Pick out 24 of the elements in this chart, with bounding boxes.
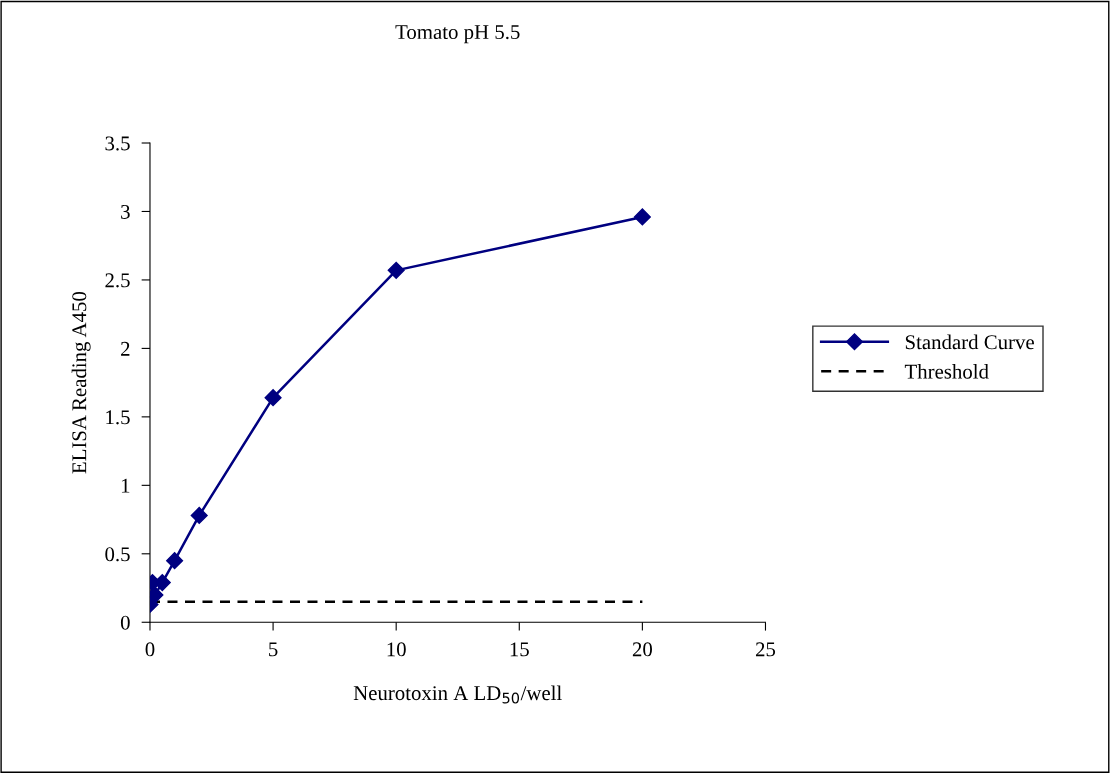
x-tick-label: 0 (145, 642, 155, 657)
x-tick-label: 5 (269, 642, 278, 657)
chart-title: Tomato pH 5.5 (395, 25, 520, 44)
point (633, 208, 651, 226)
y-axis-title: ELISA Reading A450 (71, 291, 91, 474)
y-tick-label: 1.5 (106, 410, 130, 425)
x-tick-label: 15 (510, 642, 529, 657)
point (190, 506, 208, 525)
y-tick-label: 2 (121, 341, 130, 356)
x-axis-title: Neurotoxin A LD$_{50}$/well (353, 685, 562, 704)
y-tick-label: 3.5 (105, 136, 130, 151)
y-tick-label: 0.5 (105, 547, 130, 562)
x-tick-label: 20 (632, 642, 652, 657)
x-tick-label: 10 (387, 642, 406, 657)
legend-label: Threshold (904, 364, 989, 379)
y-tick-label: 2.5 (105, 273, 130, 288)
y-tick-label: 3 (121, 204, 130, 219)
y-tick-label: 1 (121, 478, 130, 493)
point (387, 261, 405, 279)
y-tick-label: 0 (120, 615, 130, 630)
point (166, 552, 184, 570)
legend-label: Standard Curve (905, 334, 1034, 350)
x-tick-label: 25 (755, 642, 776, 657)
point (264, 389, 282, 407)
